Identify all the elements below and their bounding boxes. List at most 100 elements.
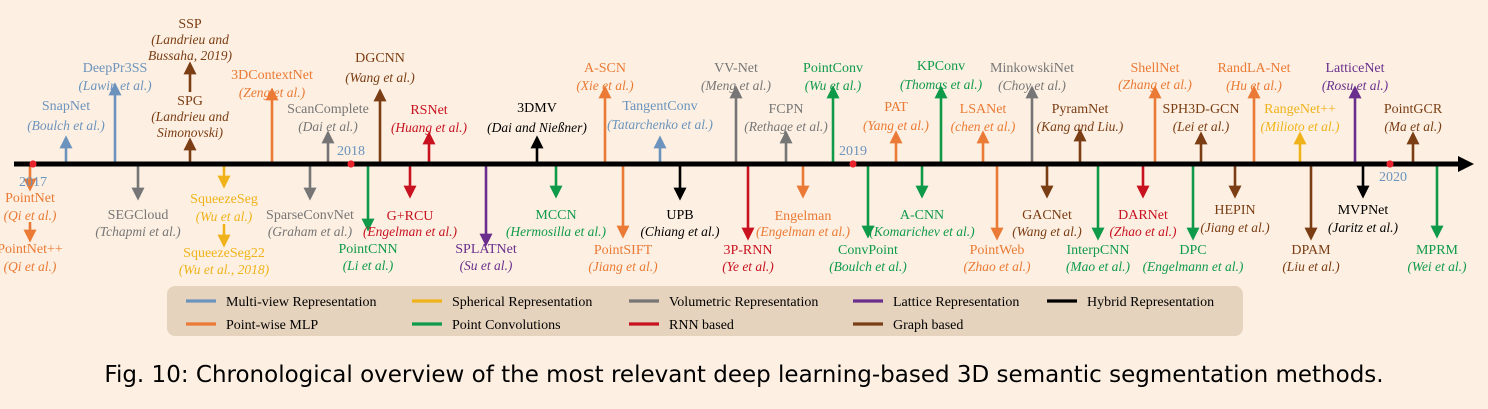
method-authors-dpam: (Liu et al.) bbox=[1282, 259, 1340, 274]
method-name-mccn: MCCN bbox=[535, 208, 576, 223]
method-authors-3dmv: (Dai and Nießner) bbox=[487, 120, 587, 135]
method-authors-gacnet: (Wang et al.) bbox=[1012, 224, 1082, 239]
year-markers: 2017 2018 2019 2020 bbox=[19, 144, 1407, 190]
legend-label-pointwise: Point-wise MLP bbox=[226, 318, 318, 333]
method-name-pointnet: PointNet bbox=[5, 191, 55, 206]
method-authors-scancomplete: (Dai et al.) bbox=[298, 119, 358, 134]
method-authors-vv-net: (Meng et al.) bbox=[701, 78, 772, 93]
method-name-pointweb: PointWeb bbox=[970, 243, 1025, 258]
method-authors-shellnet: (Zhang et al.) bbox=[1118, 77, 1192, 92]
method-name-mvpnet: MVPNet bbox=[1338, 203, 1389, 218]
timeline-axis bbox=[14, 156, 1474, 172]
method-authors-dpc: (Engelmann et al.) bbox=[1143, 259, 1244, 274]
method-name-3dcontextnet: 3DContextNet bbox=[231, 68, 313, 83]
legend-label-rnn: RNN based bbox=[669, 318, 734, 333]
method-authors-3dcontextnet: (Zeng et al.) bbox=[239, 85, 306, 100]
method-name-pointconv: PointConv bbox=[803, 61, 863, 76]
method-name-3p-rnn: 3P-RNN bbox=[723, 243, 772, 258]
year-dot-2017 bbox=[29, 160, 37, 168]
method-authors-sph3d-gcn: (Lei et al.) bbox=[1173, 119, 1230, 134]
method-authors-convpoint: (Boulch et al.) bbox=[829, 259, 907, 274]
legend-label-multiview: Multi-view Representation bbox=[226, 295, 376, 310]
method-authors-squeezeseg22: (Wu et al., 2018) bbox=[179, 262, 270, 277]
legend-label-spherical: Spherical Representation bbox=[452, 295, 592, 310]
method-authors-rangenet: (Milioto et al.) bbox=[1260, 119, 1340, 134]
method-name-dgcnn: DGCNN bbox=[355, 51, 405, 66]
method-name-dpam: DPAM bbox=[1291, 243, 1331, 258]
method-authors-pat: (Yang et al.) bbox=[863, 118, 929, 133]
method-authors-deeppr3ss: (Lawin et al.) bbox=[78, 78, 152, 93]
method-name-pointgcr: PointGCR bbox=[1384, 102, 1443, 117]
method-authors-3p-rnn: (Ye et al.) bbox=[722, 259, 774, 274]
method-authors-sparseconvnet: (Graham et al.) bbox=[268, 224, 353, 239]
method-name-pat: PAT bbox=[884, 100, 908, 115]
year-dot-2018 bbox=[347, 160, 355, 168]
method-name-deeppr3ss: DeepPr3SS bbox=[83, 61, 148, 76]
method-name-spg: SPG bbox=[177, 94, 203, 109]
method-name-sph3d-gcn: SPH3D-GCN bbox=[1162, 102, 1239, 117]
method-authors-segcloud: (Tchapmi et al.) bbox=[95, 224, 181, 239]
method-authors-a-cnn: (Komarichev et al.) bbox=[869, 224, 975, 239]
method-name-kpconv: KPConv bbox=[917, 59, 965, 74]
method-name-ssp: SSP bbox=[178, 17, 202, 32]
method-authors-splatnet: (Su et al.) bbox=[460, 258, 513, 273]
method-authors-snapnet: (Boulch et al.) bbox=[27, 118, 105, 133]
method-authors-pointcnn: (Li et al.) bbox=[343, 258, 394, 273]
legend-label-hybrid: Hybrid Representation bbox=[1087, 295, 1214, 310]
method-authors-pointsift: (Jiang et al.) bbox=[588, 259, 658, 274]
method-name-convpoint: ConvPoint bbox=[838, 243, 898, 258]
method-name-pointsift: PointSIFT bbox=[594, 243, 653, 258]
method-name-rsnet: RSNet bbox=[410, 103, 447, 118]
method-name-interpcnn: InterpCNN bbox=[1067, 243, 1130, 258]
method-name-snapnet: SnapNet bbox=[42, 99, 90, 114]
method-name-dpc: DPC bbox=[1179, 243, 1206, 258]
method-name-upb: UPB bbox=[666, 208, 693, 223]
figure-caption: Fig. 10: Chronological overview of the m… bbox=[104, 362, 1384, 388]
method-authors-mccn: (Hermosilla et al.) bbox=[506, 224, 607, 239]
method-authors-spg: (Landrieu and Simonovski) bbox=[151, 109, 229, 140]
method-authors-minkowskinet: (Choy et al.) bbox=[998, 78, 1066, 93]
method-name-minkowskinet: MinkowskiNet bbox=[990, 61, 1074, 76]
method-name-a-cnn: A-CNN bbox=[900, 208, 944, 223]
legend-label-volumetric: Volumetric Representation bbox=[669, 295, 818, 310]
method-authors-dgcnn: (Wang et al.) bbox=[345, 70, 415, 85]
method-name-sparseconvnet: SparseConvNet bbox=[266, 208, 354, 223]
method-name-mprm: MPRM bbox=[1416, 243, 1459, 258]
method-name-splatnet: SPLATNet bbox=[455, 242, 517, 257]
timeline-figure: 2017 2018 2019 2020 SnapNet (Boulch et al.) D… bbox=[0, 17, 1474, 336]
method-name-pointnet: PointNet++ bbox=[0, 242, 63, 257]
method-name-scancomplete: ScanComplete bbox=[287, 102, 369, 117]
method-authors-fcpn: (Rethage et al.) bbox=[744, 119, 828, 134]
method-name-squeezeseg: SqueezeSeg bbox=[190, 192, 258, 207]
method-authors-ssp: (Landrieu and Bussaha, 2019) bbox=[148, 32, 233, 63]
method-authors-kpconv: (Thomas et al.) bbox=[900, 77, 983, 92]
method-authors-latticenet: (Rosu et al.) bbox=[1322, 78, 1389, 93]
method-authors-pyramnet: (Kang and Liu.) bbox=[1037, 119, 1124, 134]
method-authors-pointnet: (Qi et al.) bbox=[4, 208, 57, 223]
method-authors-upb: (Chiang et al.) bbox=[640, 224, 720, 239]
method-authors-interpcnn: (Mao et al.) bbox=[1066, 259, 1131, 274]
method-name-darnet: DARNet bbox=[1118, 208, 1168, 223]
year-label-2019: 2019 bbox=[839, 144, 867, 159]
method-name-pointcnn: PointCNN bbox=[338, 242, 397, 257]
method-labels: SnapNet (Boulch et al.) DeepPr3SS (Lawin et… bbox=[0, 17, 1467, 277]
legend-label-pointconv: Point Convolutions bbox=[452, 318, 561, 333]
method-name-randla-net: RandLA-Net bbox=[1217, 61, 1290, 76]
method-authors-pointgcr: (Ma et al.) bbox=[1384, 119, 1442, 134]
method-authors-pointconv: (Wu et al.) bbox=[805, 78, 862, 93]
timeline-arrows bbox=[23, 61, 1444, 248]
method-name-hepin: HEPIN bbox=[1214, 203, 1255, 218]
year-dot-2019 bbox=[849, 160, 857, 168]
method-authors-hepin: (Jiang et al.) bbox=[1200, 220, 1270, 235]
method-authors-mprm: (Wei et al.) bbox=[1407, 259, 1467, 274]
method-name-pyramnet: PyramNet bbox=[1052, 102, 1109, 117]
method-name-g-rcu: G+RCU bbox=[387, 209, 434, 224]
method-name-lsanet: LSANet bbox=[960, 102, 1007, 117]
method-name-tangentconv: TangentConv bbox=[622, 99, 697, 114]
method-name-rangenet: RangeNet++ bbox=[1264, 102, 1336, 117]
method-authors-tangentconv: (Tatarchenko et al.) bbox=[607, 117, 713, 132]
method-authors-darnet: (Zhao et al.) bbox=[1109, 224, 1177, 239]
legend: Multi-view Representation Spherical Repre… bbox=[167, 286, 1243, 336]
method-authors-mvpnet: (Jaritz et al.) bbox=[1328, 220, 1399, 235]
method-name-segcloud: SEGCloud bbox=[108, 208, 169, 223]
